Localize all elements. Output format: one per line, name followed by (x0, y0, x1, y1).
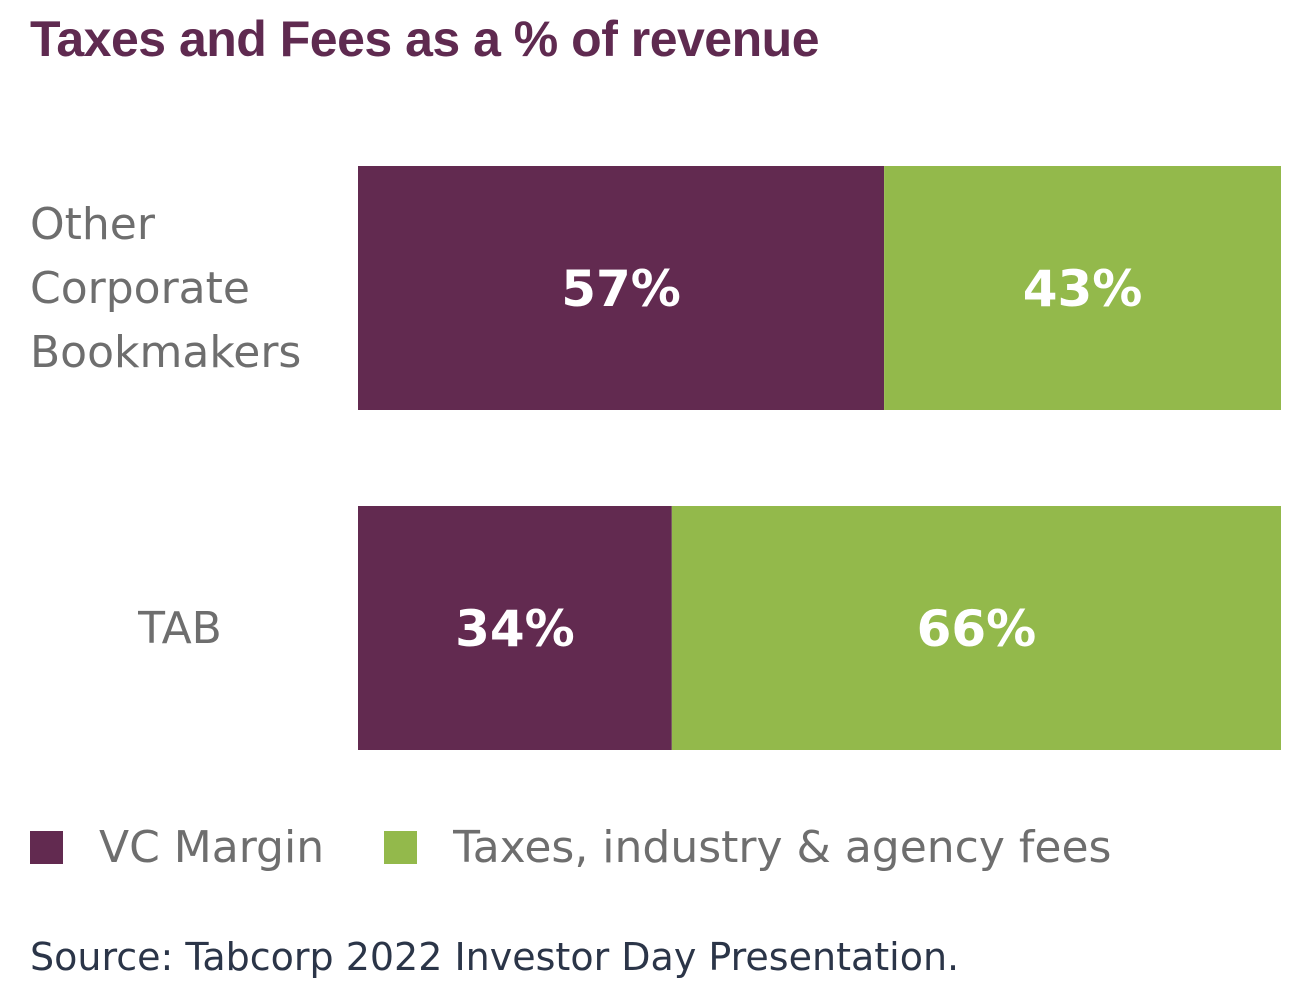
source-note: Source: Tabcorp 2022 Investor Day Presen… (30, 935, 960, 979)
bar-segment (671, 506, 1281, 750)
legend-label: Taxes, industry & agency fees (453, 822, 1112, 873)
bar-segment (884, 166, 1281, 410)
chart-title: Taxes and Fees as a % of revenue (30, 11, 820, 67)
data-label: 43% (1023, 260, 1143, 318)
legend-item-taxes: Taxes, industry & agency fees (384, 822, 1111, 873)
category-label: Other (30, 199, 156, 250)
legend-item-vc-margin: VC Margin (30, 822, 324, 873)
legend-swatch-vc-margin (30, 831, 63, 864)
data-label: 66% (917, 600, 1037, 658)
chart-plot: 57% 43% Other Corporate Bookmakers 34% 66% TAB (30, 166, 1281, 750)
data-label: 34% (455, 600, 575, 658)
legend-swatch-taxes (384, 831, 418, 864)
bar-segment (358, 166, 885, 410)
category-label: Corporate (30, 263, 250, 314)
legend-label: VC Margin (99, 822, 325, 873)
category-label: Bookmakers (30, 327, 301, 378)
bar-segment (358, 506, 672, 750)
category-label: TAB (137, 603, 222, 654)
legend: VC Margin Taxes, industry & agency fees (30, 822, 1171, 873)
data-label: 57% (561, 260, 681, 318)
